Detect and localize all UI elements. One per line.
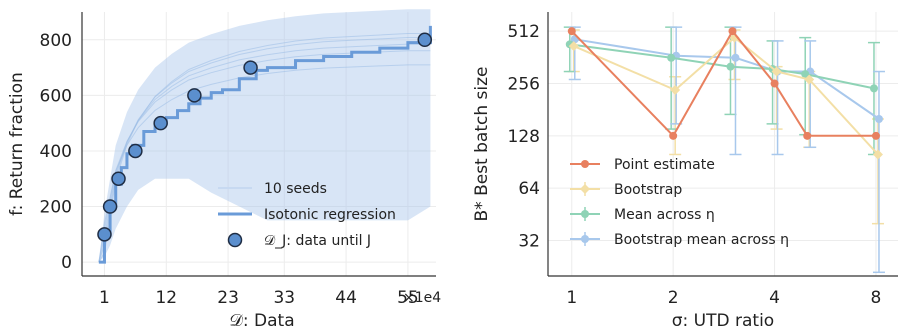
series-point	[731, 53, 740, 62]
series-line	[573, 36, 879, 156]
legend-label: Mean across η	[614, 207, 715, 223]
data-until-j-marker	[417, 32, 433, 48]
x-tick-label: 12	[155, 288, 177, 308]
y-tick-label: 256	[508, 75, 540, 95]
x-axis-label-right: σ: UTD ratio	[672, 311, 774, 329]
series-point	[670, 84, 681, 95]
axes-right	[547, 12, 898, 277]
series-point	[567, 27, 576, 36]
y-tick-label: 0	[61, 253, 72, 273]
series-point	[801, 70, 810, 79]
y-tick-label: 64	[518, 179, 540, 199]
series-point	[804, 74, 815, 85]
data-until-j-marker	[128, 143, 143, 159]
x-multiplier-label: ×1e4	[403, 290, 441, 306]
series-line	[574, 38, 880, 120]
series-lines-right	[565, 27, 883, 160]
legend-marker	[580, 184, 590, 194]
series-point	[669, 131, 678, 140]
isotonic-regression-line	[98, 25, 432, 264]
grid-right	[548, 12, 898, 276]
legend-label: Bootstrap	[614, 182, 682, 198]
series-point	[771, 66, 782, 77]
x-tick-label: 23	[217, 288, 239, 308]
series-point	[770, 79, 779, 88]
x-tick-label: 1	[99, 288, 110, 308]
series-point	[667, 53, 676, 62]
series-line	[571, 29, 876, 138]
x-axis-label-left: 𝒟: Data	[229, 311, 294, 329]
panel-return-fraction: 0 200 400 600 800 1 12 23 33 44 55 ×1e4 𝒟: Data f:…	[7, 9, 441, 329]
series-point	[803, 131, 812, 140]
y-tick-label: 128	[508, 127, 540, 147]
legend-marker	[581, 235, 589, 243]
series-point	[869, 84, 878, 93]
x-tick-label: 4	[769, 288, 780, 308]
x-tick-label: 8	[871, 288, 882, 308]
data-until-j-marker	[243, 60, 258, 75]
x-tick-label: 44	[335, 288, 357, 308]
data-until-j-marker	[187, 88, 202, 103]
data-until-j-marker	[153, 115, 168, 131]
x-tick-label: 2	[668, 288, 679, 308]
data-until-j-marker	[111, 171, 126, 186]
x-tick-label: 33	[273, 288, 295, 308]
y-axis-label-right: B* Best batch size	[472, 67, 492, 222]
legend-label-10-seeds: 10 seeds	[264, 181, 327, 197]
legend-label: Point estimate	[614, 157, 715, 173]
legend-left: 10 seeds Isotonic regression 𝒟_J: data unt…	[218, 181, 396, 249]
y-tick-label: 800	[40, 31, 72, 51]
series-point	[726, 62, 735, 71]
series-point	[728, 27, 737, 36]
legend-label-data-until-j: 𝒟_J: data until J	[264, 233, 371, 249]
legend-marker	[581, 160, 589, 168]
data-until-j-marker	[102, 199, 118, 214]
data-until-j-markers	[97, 32, 433, 242]
legend-label-isotonic: Isotonic regression	[264, 207, 396, 223]
legend-right: Point estimate Bootstrap Mean across η Boot…	[570, 157, 789, 248]
series-point	[874, 114, 883, 123]
y-tick-label: 512	[508, 22, 540, 42]
ticks-left: 0 200 400 600 800 1 12 23 33 44 55	[40, 31, 419, 308]
x-tick-label: 1	[566, 288, 577, 308]
y-tick-label: 32	[518, 232, 540, 252]
series-point	[871, 131, 880, 140]
panel-best-batch-size: 32 64 128 256 512 1 2 4 8 σ: UTD ratio B* Best b…	[472, 12, 898, 329]
series-lines-left	[98, 25, 432, 264]
y-tick-label: 400	[40, 142, 72, 162]
data-until-j-marker	[97, 227, 112, 242]
seeds-band-area	[98, 9, 431, 263]
axes-left	[81, 12, 436, 277]
legend-marker	[581, 210, 589, 218]
y-tick-label: 600	[40, 86, 72, 106]
series-point	[872, 149, 883, 160]
series-point	[568, 41, 579, 52]
x-tick-label: 55	[397, 288, 419, 308]
y-axis-label-left: f: Return fraction	[7, 72, 27, 216]
legend-swatch-data-until-j	[227, 232, 243, 248]
legend-label: Bootstrap mean across η	[614, 232, 789, 248]
y-tick-label: 200	[40, 198, 72, 218]
plot-area-right	[548, 12, 898, 276]
ticks-right: 32 64 128 256 512 1 2 4 8	[508, 22, 882, 308]
series-line	[569, 43, 875, 90]
